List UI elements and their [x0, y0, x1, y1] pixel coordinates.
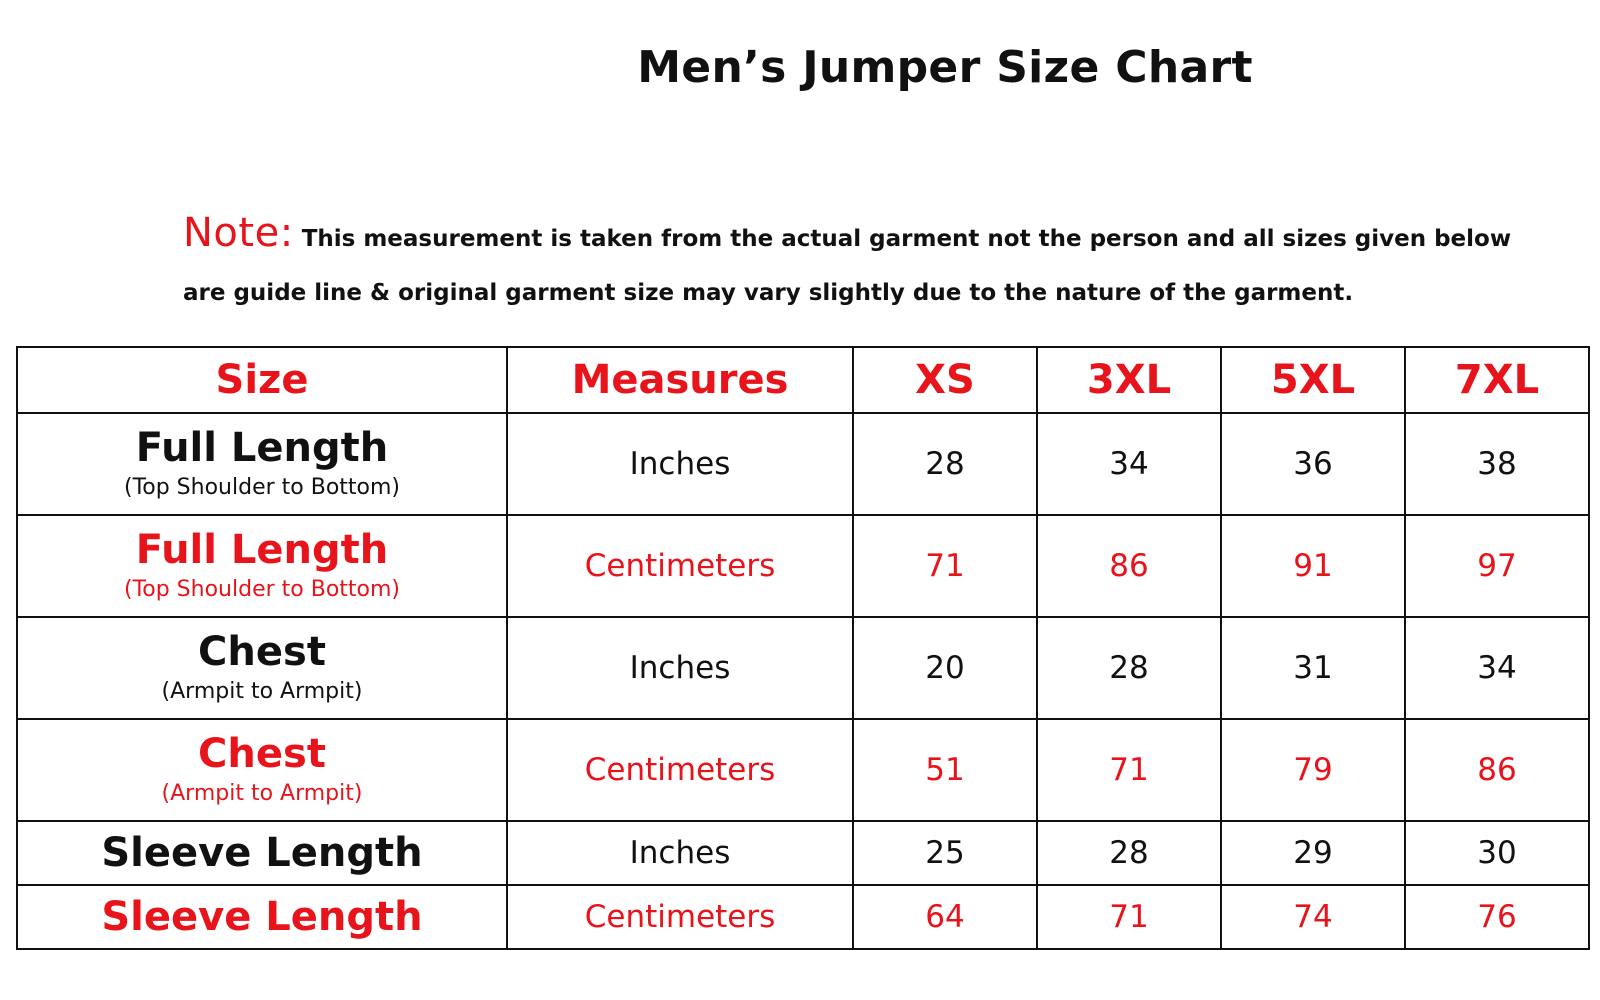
row-label-cell: Full Length (Top Shoulder to Bottom) — [16, 514, 508, 618]
note-text-2: are guide line & original garment size m… — [183, 280, 1354, 306]
table-row: Full Length (Top Shoulder to Bottom) Cen… — [16, 514, 1590, 618]
row-value-xs: 64 — [852, 884, 1038, 950]
row-label: Full Length — [135, 425, 389, 471]
row-label-cell: Sleeve Length — [16, 820, 508, 886]
row-label-cell: Chest (Armpit to Armpit) — [16, 718, 508, 822]
row-value-5xl: 31 — [1220, 616, 1406, 720]
row-value-3xl: 86 — [1036, 514, 1222, 618]
header-xs: XS — [852, 346, 1038, 414]
row-value-xs: 51 — [852, 718, 1038, 822]
row-value-5xl: 79 — [1220, 718, 1406, 822]
note-line-1: Note: This measurement is taken from the… — [183, 206, 1511, 266]
row-sublabel: (Armpit to Armpit) — [161, 781, 363, 806]
row-value-xs: 28 — [852, 412, 1038, 516]
table-row: Sleeve Length Centimeters 64 71 74 76 — [16, 884, 1590, 950]
row-value-7xl: 97 — [1404, 514, 1590, 618]
row-value-5xl: 36 — [1220, 412, 1406, 516]
header-size: Size — [16, 346, 508, 414]
header-7xl: 7XL — [1404, 346, 1590, 414]
row-label: Full Length — [135, 527, 389, 573]
row-value-xs: 20 — [852, 616, 1038, 720]
row-value-xs: 25 — [852, 820, 1038, 886]
row-unit: Inches — [506, 820, 854, 886]
table-row: Chest (Armpit to Armpit) Inches 20 28 31… — [16, 616, 1590, 720]
row-unit: Centimeters — [506, 718, 854, 822]
row-value-3xl: 28 — [1036, 616, 1222, 720]
row-value-5xl: 29 — [1220, 820, 1406, 886]
row-label: Chest — [198, 629, 326, 675]
row-value-7xl: 30 — [1404, 820, 1590, 886]
row-unit: Centimeters — [506, 884, 854, 950]
row-label: Chest — [198, 731, 326, 777]
row-label-cell: Full Length (Top Shoulder to Bottom) — [16, 412, 508, 516]
row-value-xs: 71 — [852, 514, 1038, 618]
row-value-5xl: 74 — [1220, 884, 1406, 950]
row-sublabel: (Armpit to Armpit) — [161, 679, 363, 704]
row-label: Sleeve Length — [101, 894, 423, 940]
row-sublabel: (Top Shoulder to Bottom) — [123, 475, 401, 500]
row-value-7xl: 86 — [1404, 718, 1590, 822]
table-row: Chest (Armpit to Armpit) Centimeters 51 … — [16, 718, 1590, 822]
note-label: Note: — [183, 210, 294, 256]
row-value-5xl: 91 — [1220, 514, 1406, 618]
row-value-3xl: 71 — [1036, 718, 1222, 822]
table-row: Full Length (Top Shoulder to Bottom) Inc… — [16, 412, 1590, 516]
header-row: Size Measures XS 3XL 5XL 7XL — [16, 346, 1590, 414]
note-block: Note: This measurement is taken from the… — [183, 206, 1511, 320]
row-unit: Inches — [506, 412, 854, 516]
size-chart-table-wrapper: Size Measures XS 3XL 5XL 7XL Full Length… — [16, 346, 1590, 950]
row-label: Sleeve Length — [101, 830, 423, 876]
row-label-cell: Chest (Armpit to Armpit) — [16, 616, 508, 720]
header-measures: Measures — [506, 346, 854, 414]
note-text-1: This measurement is taken from the actua… — [301, 226, 1512, 252]
row-value-3xl: 28 — [1036, 820, 1222, 886]
row-value-7xl: 76 — [1404, 884, 1590, 950]
page-title: Men’s Jumper Size Chart — [637, 42, 1253, 93]
table-row: Sleeve Length Inches 25 28 29 30 — [16, 820, 1590, 886]
row-unit: Centimeters — [506, 514, 854, 618]
row-value-7xl: 38 — [1404, 412, 1590, 516]
row-value-3xl: 34 — [1036, 412, 1222, 516]
header-5xl: 5XL — [1220, 346, 1406, 414]
row-label-cell: Sleeve Length — [16, 884, 508, 950]
row-value-7xl: 34 — [1404, 616, 1590, 720]
row-value-3xl: 71 — [1036, 884, 1222, 950]
size-chart-table: Size Measures XS 3XL 5XL 7XL Full Length… — [16, 346, 1590, 950]
header-3xl: 3XL — [1036, 346, 1222, 414]
row-unit: Inches — [506, 616, 854, 720]
row-sublabel: (Top Shoulder to Bottom) — [123, 577, 401, 602]
